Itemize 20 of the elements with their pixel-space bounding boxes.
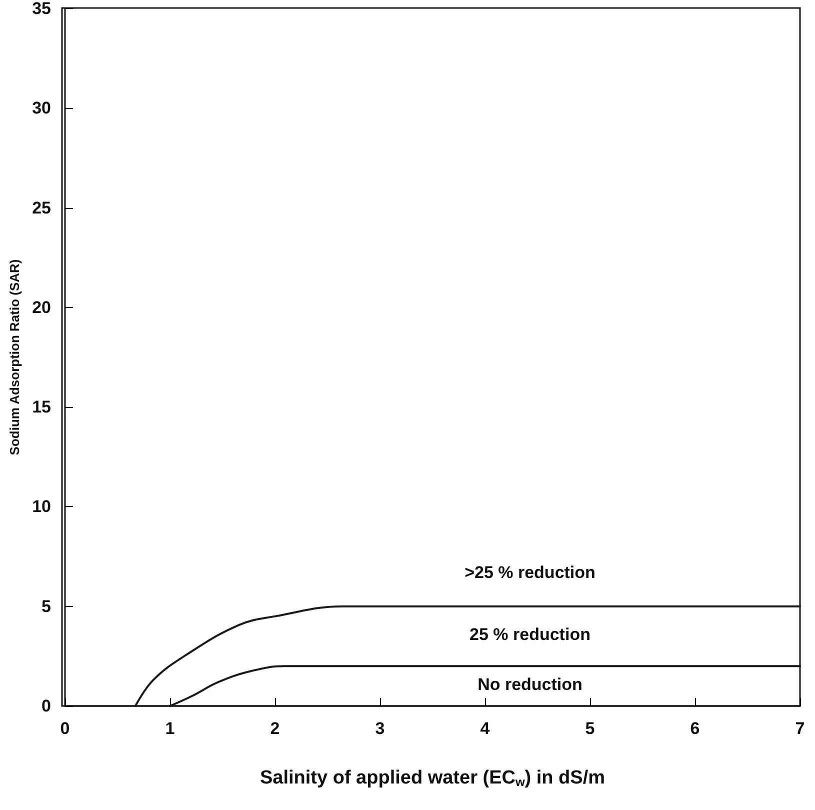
x-tick-label: 0 — [60, 719, 70, 738]
y-tick-label: 25 — [32, 198, 51, 218]
y-tick-label: 30 — [32, 98, 51, 118]
x-tick-label: 4 — [480, 719, 490, 738]
x-tick-label: 6 — [690, 719, 700, 738]
annotation: >25 % reduction — [464, 563, 596, 582]
x-tick-label: 1 — [165, 719, 175, 738]
annotation: 25 % reduction — [470, 625, 590, 644]
y-tick-label: 0 — [42, 696, 51, 716]
y-tick-label: 5 — [42, 596, 51, 616]
y-tick-label: 20 — [32, 298, 51, 317]
y-tick-label: 10 — [32, 497, 51, 516]
x-tick-label: 5 — [585, 719, 595, 738]
x-tick-label: 3 — [375, 719, 385, 738]
annotation: No reduction — [478, 675, 582, 694]
y-axis-title: Sodium Adsorption Ratio (SAR) — [7, 259, 22, 456]
y-tick-label: 35 — [32, 0, 51, 18]
x-tick-label: 7 — [795, 719, 805, 738]
x-tick-label: 2 — [270, 719, 280, 738]
y-tick-label: 15 — [32, 398, 51, 417]
